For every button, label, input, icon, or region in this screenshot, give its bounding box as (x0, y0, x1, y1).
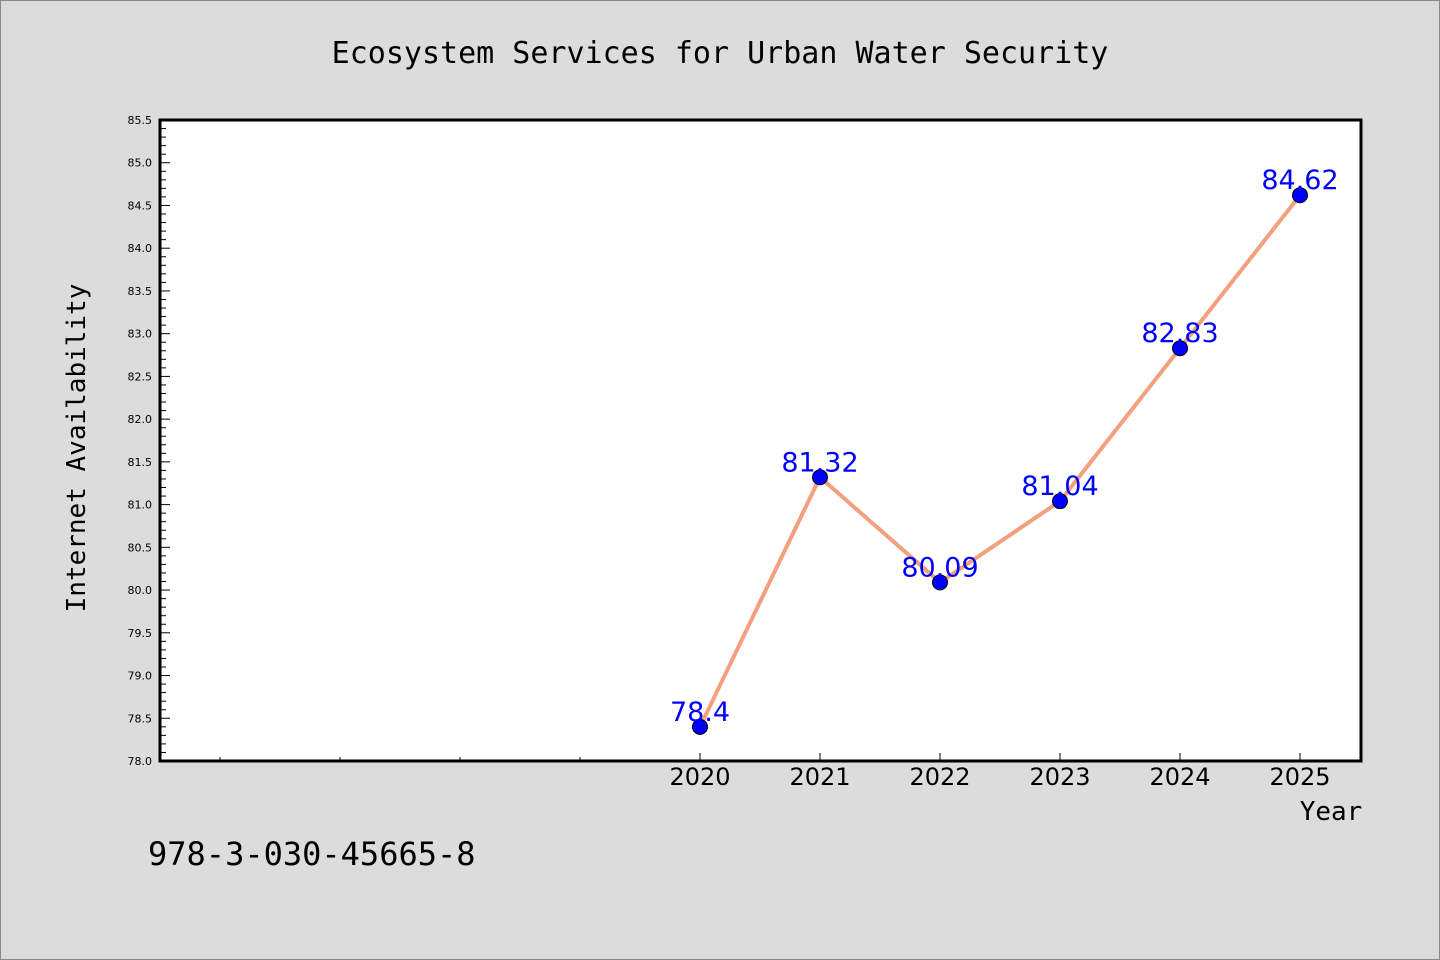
data-label: 82.83 (1141, 318, 1218, 349)
footer-isbn: 978-3-030-45665-8 (148, 835, 476, 873)
x-axis-label: Year (1300, 797, 1363, 827)
y-tick-label: 85.5 (128, 114, 153, 127)
series-path (698, 193, 1302, 728)
data-label: 81.04 (1021, 471, 1098, 502)
data-label: 78.4 (670, 697, 730, 728)
data-point (692, 718, 708, 735)
plot-area (158, 118, 1363, 763)
y-tick-label: 83.5 (128, 285, 153, 298)
y-tick-label: 79.0 (128, 670, 153, 683)
x-tick-label: 2022 (909, 763, 970, 791)
x-tick-label: 2024 (1149, 763, 1210, 791)
x-tick-label: 2020 (669, 763, 730, 791)
y-tick-label: 83.0 (128, 328, 153, 341)
data-point (932, 574, 948, 591)
y-tick-label: 82.0 (128, 413, 153, 426)
y-tick-label: 85.0 (128, 157, 153, 170)
y-tick-label: 78.5 (128, 712, 153, 725)
x-tick-label: 2021 (789, 763, 850, 791)
y-tick-label: 79.5 (128, 627, 153, 640)
x-tick-label: 2025 (1269, 763, 1330, 791)
data-label: 84.62 (1261, 165, 1338, 196)
y-axis-label: Internet Availability (62, 284, 92, 613)
data-point (812, 469, 828, 486)
y-tick-label: 82.5 (128, 370, 153, 383)
data-point (1292, 187, 1308, 204)
y-axis: 78.0 78.5 79.0 79.5 80.0 80.5 81.0 81.5 82.0 82.5… (128, 114, 170, 768)
y-tick-label: 81.0 (128, 499, 153, 512)
y-tick-label: 81.5 (128, 456, 153, 469)
data-point (1052, 493, 1068, 510)
data-label: 81.32 (781, 447, 858, 478)
series-line (698, 193, 1302, 728)
data-label: 80.09 (901, 552, 978, 583)
data-point (1172, 340, 1188, 357)
y-tick-label: 84.0 (128, 242, 153, 255)
x-tick-label: 2023 (1029, 763, 1090, 791)
y-tick-label: 78.0 (128, 755, 153, 768)
y-tick-label: 80.5 (128, 541, 153, 554)
series-markers (692, 187, 1308, 735)
y-tick-label: 84.5 (128, 199, 153, 212)
data-labels: 78.4 81.32 80.09 81.04 82.83 84.62 (670, 165, 1339, 728)
x-axis: 2020 2021 2022 2023 2024 2025 (219, 753, 1331, 791)
y-tick-label: 80.0 (128, 584, 153, 597)
chart-title: Ecosystem Services for Urban Water Secur… (332, 36, 1109, 71)
